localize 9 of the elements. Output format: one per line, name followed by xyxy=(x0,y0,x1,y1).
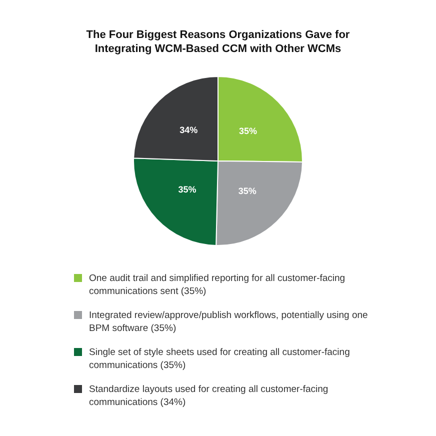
legend-label: Single set of style sheets used for creating all customer-facing communications (35%) xyxy=(89,346,351,372)
legend-label: Integrated review/approve/publish workflows, potentially using one BPM software (35%) xyxy=(89,309,369,335)
legend-label: One audit trail and simplified reporting for all customer-facing communications sent (35%) xyxy=(89,272,346,298)
data-label: 35% xyxy=(178,184,196,195)
data-label: 35% xyxy=(238,186,256,196)
legend-label: Standardize layouts used for creating all customer-facing communications (34%) xyxy=(89,383,330,409)
chart-title: The Four Biggest Reasons Organizations Gave for Integrating WCM-Based CCM with Other WCMs xyxy=(85,28,351,56)
data-label: 34% xyxy=(180,125,198,136)
data-label: 35% xyxy=(239,126,258,136)
